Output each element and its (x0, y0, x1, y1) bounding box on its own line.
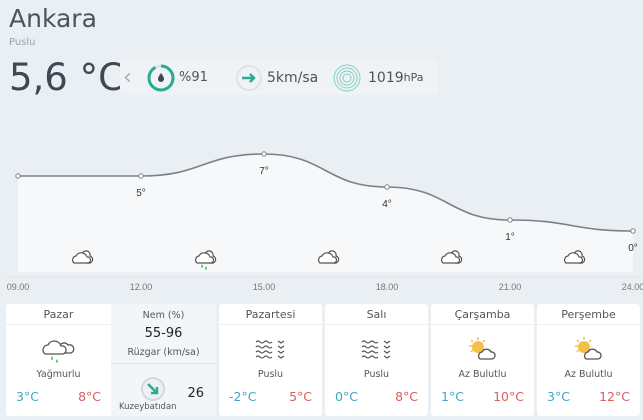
humidity-value: %91 (179, 70, 208, 85)
day-desc: Az Bulutlu (458, 369, 507, 380)
data-point (630, 228, 636, 234)
humidity-stat: %91 (146, 60, 208, 95)
data-point (507, 217, 513, 223)
wind-value: 5km/sa (267, 69, 319, 86)
data-point (261, 151, 267, 157)
wind-direction-icon (141, 377, 165, 401)
pressure-value: 1019 (368, 69, 404, 86)
day-desc: Yağmurlu (36, 369, 81, 380)
cloud-icon (564, 250, 586, 264)
high-temp: 8°C (78, 389, 101, 404)
wind-speed: 26 (187, 386, 204, 401)
temperature-line (18, 153, 634, 232)
rain-icon (6, 329, 111, 369)
chevron-left-icon[interactable]: ‹ (123, 65, 132, 90)
rain-icon (195, 250, 217, 270)
day-card[interactable]: Salı Puslu 0°C 8°C (325, 304, 428, 416)
current-temperature: 5,6 °C (9, 56, 124, 99)
low-temp: -2°C (229, 389, 257, 404)
cloud-icon (441, 250, 463, 264)
pressure-icon (333, 64, 361, 91)
pressure-unit: hPa (403, 71, 424, 84)
day-name: Pazartesi (219, 304, 322, 325)
x-tick-label: 15.00 (253, 282, 276, 292)
partly-cloudy-icon (537, 329, 640, 369)
data-label: 4° (382, 199, 392, 210)
humidity-range: 55-96 (144, 326, 183, 341)
pressure-stat: 1019 hPa (332, 60, 424, 95)
high-temp: 8°C (395, 389, 418, 404)
fog-icon (325, 329, 428, 369)
today-details: Nem (%) 55-96 Rüzgar (km/sa) 26 Kuzeybat… (111, 304, 216, 416)
cloud-icon (318, 250, 340, 264)
current-stats: ‹ %91 5km/sa 1019 hPa (120, 60, 438, 95)
day-card-today[interactable]: Pazar Yağmurlu 3°C 8°C Nem (%) 55-96 Rüz… (6, 304, 216, 416)
data-label: 7° (259, 166, 269, 177)
hourly-temperature-chart: 09.00 5° 12.00 7° 15.00 4° 18.00 1° 21.00 0° 24.00 (6, 151, 643, 292)
high-temp: 10°C (493, 389, 524, 404)
data-label: 0° (628, 243, 638, 254)
x-tick-label: 21.00 (499, 282, 522, 292)
humidity-icon (147, 64, 175, 91)
low-temp: 3°C (547, 389, 570, 404)
data-point (15, 173, 21, 179)
fog-icon (219, 329, 322, 369)
low-temp: 1°C (441, 389, 464, 404)
day-card[interactable]: Çarşamba Az Bulutlu 1°C 10°C (431, 304, 534, 416)
day-name: Çarşamba (431, 304, 534, 325)
day-name: Perşembe (537, 304, 640, 325)
day-card[interactable]: Pazartesi Puslu -2°C 5°C (219, 304, 322, 416)
chart-area (18, 154, 633, 272)
wind-label: Rüzgar (km/sa) (111, 347, 216, 364)
day-desc: Az Bulutlu (564, 369, 613, 380)
high-temp: 5°C (289, 389, 312, 404)
data-label: 1° (505, 232, 515, 243)
humidity-label: Nem (%) (142, 310, 185, 321)
day-card[interactable]: Perşembe Az Bulutlu 3°C 12°C (537, 304, 640, 416)
current-condition: Puslu (9, 37, 36, 48)
data-label: 5° (136, 188, 146, 199)
day-desc: Puslu (257, 369, 284, 380)
high-temp: 12°C (599, 389, 630, 404)
wind-direction: Kuzeybatıdan (119, 402, 177, 412)
wind-stat: 5km/sa (234, 60, 318, 95)
x-tick-label: 12.00 (130, 282, 153, 292)
low-temp: 0°C (335, 389, 358, 404)
day-desc: Puslu (363, 369, 390, 380)
wind-arrow-icon (236, 64, 262, 91)
city-name: Ankara (9, 4, 97, 33)
low-temp: 3°C (16, 389, 39, 404)
x-tick-label: 18.00 (376, 282, 399, 292)
cloud-icon (72, 250, 94, 264)
x-tick-label: 24.00 (622, 282, 643, 292)
data-point (384, 184, 390, 190)
x-tick-label: 09.00 (7, 282, 30, 292)
day-name: Pazar (6, 304, 111, 325)
day-name: Salı (325, 304, 428, 325)
partly-cloudy-icon (431, 329, 534, 369)
data-point (138, 173, 144, 179)
